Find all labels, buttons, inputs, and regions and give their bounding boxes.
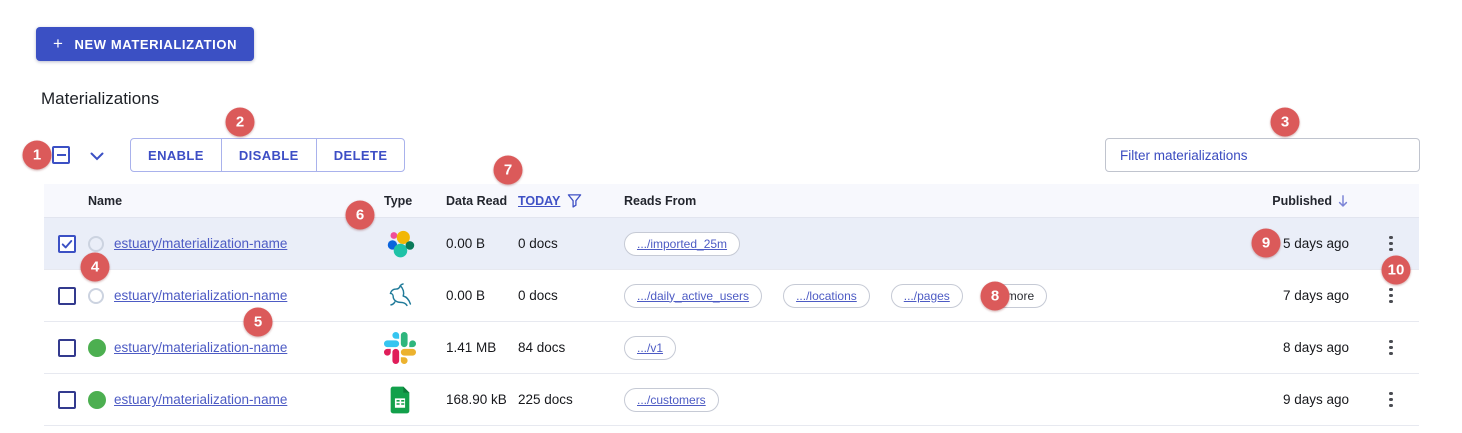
- materializations-table: Name Type Data Read TODAY Reads From Pub…: [44, 184, 1419, 426]
- column-header-today: TODAY: [518, 193, 624, 208]
- column-header-published[interactable]: Published: [1219, 194, 1363, 208]
- collection-link[interactable]: .../v1: [637, 340, 664, 355]
- collection-link[interactable]: .../daily_active_users: [637, 288, 750, 303]
- row-checkbox[interactable]: [58, 338, 76, 357]
- column-header-data-read: Data Read: [446, 193, 508, 208]
- reads-from-cell: .../customers: [624, 387, 1219, 412]
- today-range-link[interactable]: TODAY: [518, 193, 561, 208]
- docs-value: 0 docs: [518, 288, 558, 303]
- materialization-link[interactable]: estuary/materialization-name: [114, 392, 288, 407]
- table-row: estuary/materialization-name 1.41 MB 84 …: [44, 322, 1419, 374]
- callout-badge-7: 7: [493, 155, 523, 185]
- table-header: Name Type Data Read TODAY Reads From Pub…: [44, 184, 1419, 218]
- row-checkbox[interactable]: [58, 286, 76, 305]
- table-row: estuary/materialization-name 0.00 B 0 do…: [44, 270, 1419, 322]
- data-read-value: 168.90 kB: [446, 392, 507, 407]
- new-materialization-label: NEW MATERIALIZATION: [74, 36, 238, 52]
- data-read-value: 0.00 B: [446, 236, 486, 251]
- plus-icon: +: [53, 34, 64, 53]
- collection-link[interactable]: .../pages: [903, 288, 950, 303]
- elastic-icon: [384, 228, 416, 260]
- collection-chip[interactable]: .../locations: [783, 283, 870, 308]
- published-value: 9 days ago: [1282, 392, 1349, 407]
- select-menu-button[interactable]: [86, 148, 108, 164]
- published-value: 5 days ago: [1282, 236, 1349, 251]
- callout-badge-2: 2: [225, 107, 255, 137]
- status-indicator: [88, 235, 104, 252]
- filter-materializations-input[interactable]: [1105, 138, 1420, 172]
- kebab-menu-icon[interactable]: [1383, 282, 1399, 310]
- check-icon: [61, 239, 73, 248]
- slack-icon: [384, 331, 416, 364]
- delete-button[interactable]: DELETE: [315, 139, 405, 171]
- callout-badge-6: 6: [345, 200, 375, 230]
- callout-badge-4: 4: [80, 252, 110, 282]
- callout-badge-10: 10: [1381, 255, 1411, 285]
- data-read-value: 0.00 B: [446, 288, 486, 303]
- kebab-menu-icon[interactable]: [1383, 230, 1399, 258]
- kebab-menu-icon[interactable]: [1383, 386, 1399, 414]
- materialization-link[interactable]: estuary/materialization-name: [114, 288, 288, 303]
- select-all-checkbox[interactable]: [52, 146, 70, 164]
- column-header-name: Name: [88, 193, 123, 208]
- docs-value: 225 docs: [518, 392, 573, 407]
- status-indicator: [88, 287, 104, 304]
- column-header-reads-from: Reads From: [624, 193, 697, 208]
- collection-chip[interactable]: .../v1: [624, 335, 677, 360]
- published-value: 8 days ago: [1282, 340, 1349, 355]
- table-row: estuary/materialization-name 0.00 B 0 do…: [44, 218, 1419, 270]
- reads-from-cell: .../daily_active_users .../locations .../p…: [624, 283, 1219, 308]
- materialization-link[interactable]: estuary/materialization-name: [114, 340, 288, 355]
- docs-value: 0 docs: [518, 236, 558, 251]
- published-label: Published: [1272, 193, 1332, 208]
- status-indicator: [88, 390, 106, 409]
- sort-desc-icon: [1338, 194, 1348, 207]
- collection-link[interactable]: .../imported_25m: [637, 236, 728, 251]
- data-read-value: 1.41 MB: [446, 340, 497, 355]
- page-title: Materializations: [41, 89, 160, 108]
- filter-funnel-icon[interactable]: [567, 193, 582, 208]
- collection-chip[interactable]: .../customers: [624, 387, 719, 412]
- indeterminate-icon: [56, 154, 66, 156]
- column-header-type: Type: [384, 193, 413, 208]
- chevron-down-icon: [90, 152, 104, 160]
- callout-badge-3: 3: [1270, 107, 1300, 137]
- mysql-icon: [384, 280, 416, 312]
- table-body: estuary/materialization-name 0.00 B 0 do…: [44, 218, 1419, 426]
- collection-chip[interactable]: .../daily_active_users: [624, 283, 763, 308]
- docs-value: 84 docs: [518, 340, 566, 355]
- published-value: 7 days ago: [1282, 288, 1349, 303]
- collection-link[interactable]: .../customers: [637, 392, 706, 407]
- google-sheets-icon: [384, 384, 416, 416]
- collection-chip[interactable]: .../pages: [890, 283, 963, 308]
- collection-link[interactable]: .../locations: [796, 288, 857, 303]
- enable-button[interactable]: ENABLE: [131, 139, 221, 171]
- row-checkbox[interactable]: [58, 390, 76, 409]
- new-materialization-button[interactable]: + NEW MATERIALIZATION: [36, 27, 255, 61]
- collection-chip[interactable]: .../imported_25m: [624, 231, 741, 256]
- reads-from-cell: .../imported_25m: [624, 231, 1219, 256]
- callout-badge-5: 5: [243, 307, 273, 337]
- kebab-menu-icon[interactable]: [1383, 334, 1399, 362]
- callout-badge-1: 1: [22, 140, 52, 170]
- disable-button[interactable]: DISABLE: [220, 139, 316, 171]
- reads-from-cell: .../v1: [624, 335, 1219, 360]
- callout-badge-9: 9: [1251, 228, 1281, 258]
- row-checkbox[interactable]: [58, 234, 76, 253]
- bulk-actions-group: ENABLE DISABLE DELETE: [130, 138, 406, 172]
- status-indicator: [88, 338, 106, 357]
- table-row: estuary/materialization-name 168.90 kB 2…: [44, 374, 1419, 426]
- materialization-link[interactable]: estuary/materialization-name: [114, 236, 288, 251]
- callout-badge-8: 8: [980, 281, 1010, 311]
